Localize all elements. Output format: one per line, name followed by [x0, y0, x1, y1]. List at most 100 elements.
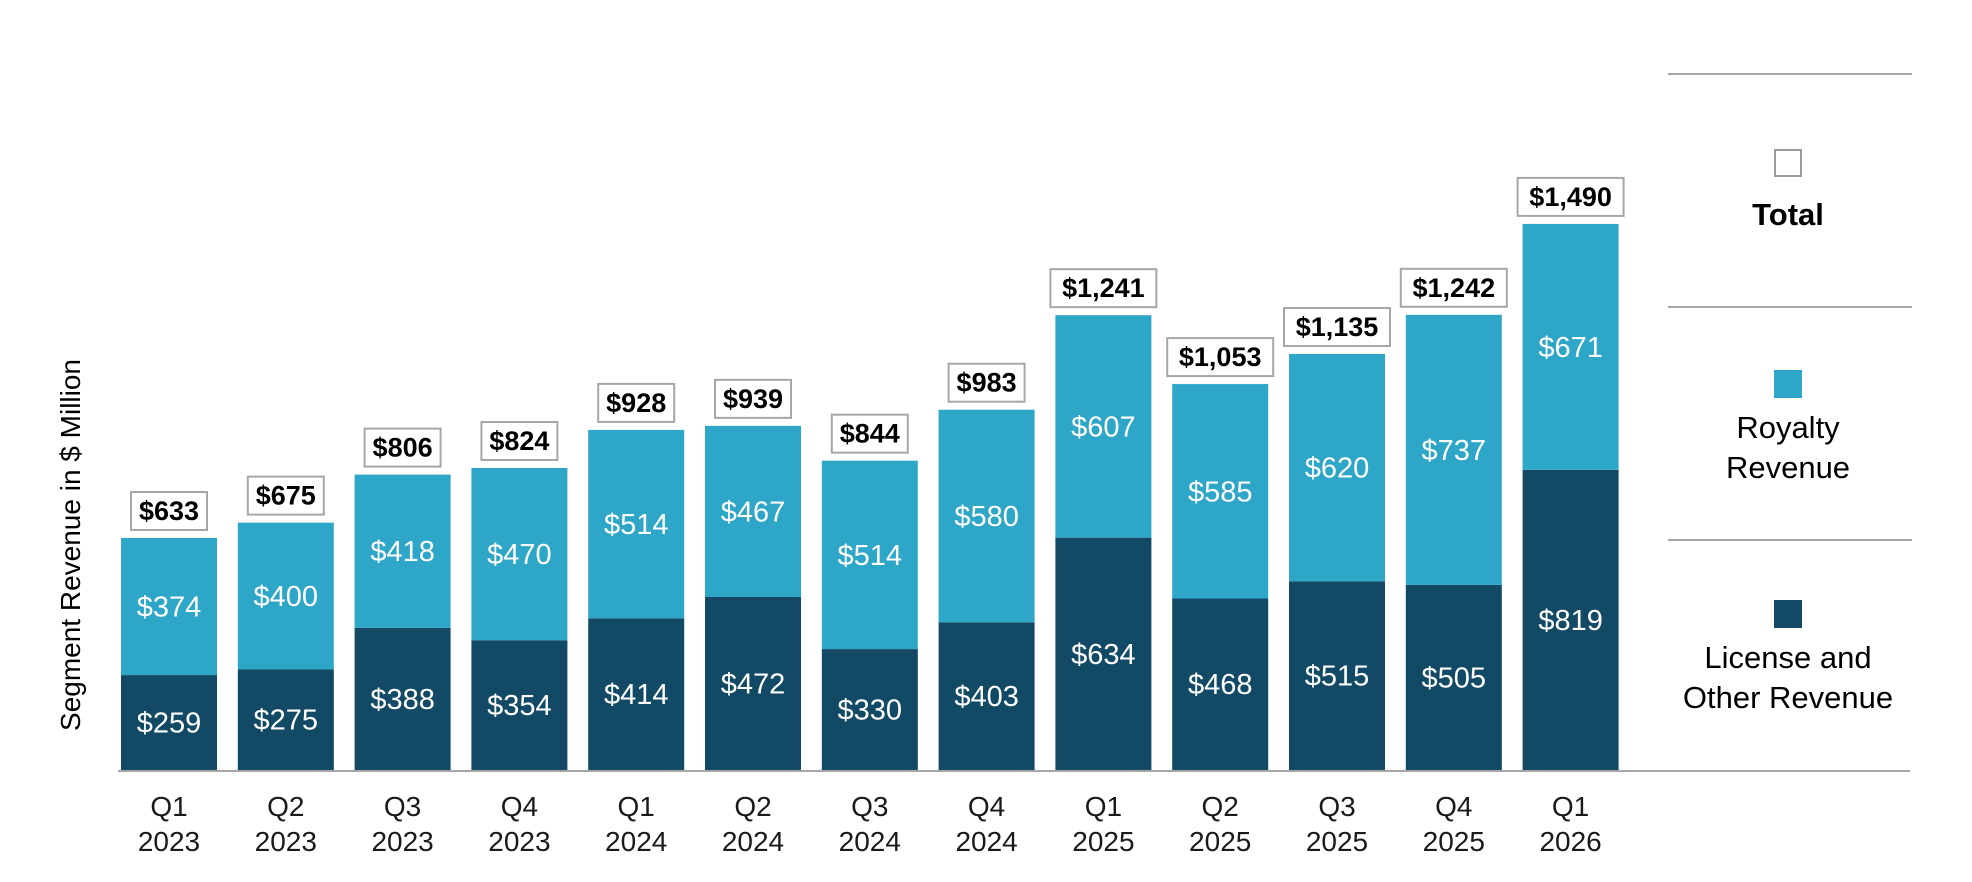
legend-label: License and — [1704, 640, 1871, 675]
total-label-box — [480, 421, 559, 462]
segment-value-label: $580 — [954, 501, 1019, 533]
segment-value-label: $259 — [137, 708, 202, 740]
x-tick-quarter: Q4 — [968, 791, 1005, 822]
x-tick-year: 2024 — [839, 826, 901, 857]
bar-royalty-segment — [588, 429, 685, 619]
x-tick-quarter: Q1 — [150, 791, 187, 822]
x-tick-year: 2026 — [1539, 826, 1601, 857]
x-tick-year: 2024 — [605, 826, 667, 857]
segment-value-label: $472 — [721, 669, 786, 701]
bar-license-segment — [1055, 537, 1152, 770]
total-value-label: $806 — [373, 433, 433, 463]
segment-value-label: $418 — [370, 536, 435, 568]
total-label-box — [1516, 176, 1625, 217]
total-value-label: $824 — [489, 426, 549, 456]
total-value-label: $983 — [957, 368, 1017, 398]
total-value-label: $928 — [606, 388, 666, 418]
legend-label: Revenue — [1726, 450, 1850, 485]
segment-value-label: $737 — [1422, 435, 1487, 467]
legend: Total Royalty Revenue License and Other Reve… — [1668, 73, 1912, 715]
legend-swatch-license — [1774, 600, 1802, 628]
x-tick-quarter: Q1 — [618, 791, 655, 822]
segment-value-label: $607 — [1071, 411, 1136, 443]
x-tick-quarter: Q4 — [501, 791, 538, 822]
total-value-label: $675 — [256, 481, 316, 511]
total-label-box — [1399, 267, 1508, 308]
x-tick-quarter: Q4 — [1435, 791, 1472, 822]
bar-royalty-segment — [1055, 315, 1152, 538]
segment-value-label: $514 — [604, 509, 669, 541]
total-label-box — [1166, 337, 1275, 378]
x-tick-quarter: Q3 — [851, 791, 888, 822]
y-axis-title: Segment Revenue in $ Million — [55, 359, 86, 731]
legend-swatch-royalty — [1774, 370, 1802, 398]
total-value-label: $844 — [840, 419, 900, 449]
x-tick-year: 2023 — [255, 826, 317, 857]
x-tick-quarter: Q1 — [1552, 791, 1589, 822]
total-value-label: $633 — [139, 496, 199, 526]
bar-license-segment — [1289, 581, 1385, 770]
x-tick-year: 2024 — [955, 826, 1017, 857]
segment-value-label: $671 — [1538, 332, 1603, 364]
x-tick-year: 2023 — [371, 826, 433, 857]
segment-value-label: $634 — [1071, 639, 1136, 671]
x-tick-quarter: Q2 — [734, 791, 771, 822]
x-axis-ticks: Q1 2023 Q2 2023 Q3 2023 Q4 2023 Q1 2024 Q2 2024 Q3 20… — [138, 791, 1602, 857]
total-value-label: $939 — [723, 384, 783, 414]
segment-value-label: $585 — [1188, 476, 1253, 508]
total-label-box — [947, 362, 1026, 403]
segment-value-label: $374 — [137, 592, 202, 624]
bar-license-segment — [121, 675, 217, 770]
total-label-box — [1049, 268, 1158, 309]
x-tick-year: 2025 — [1423, 826, 1485, 857]
bar-royalty-segment — [471, 468, 568, 641]
bar-license-segment — [237, 669, 334, 770]
segment-value-label: $467 — [721, 496, 786, 528]
x-tick-quarter: Q2 — [1202, 791, 1239, 822]
bars-group: $259 $374 $633 $275 $400 $675 $388 $418 $806 $354… — [121, 176, 1625, 770]
x-tick-year: 2023 — [488, 826, 550, 857]
total-value-label: $1,490 — [1529, 182, 1612, 212]
legend-swatch-total — [1774, 149, 1802, 177]
segment-value-label: $620 — [1305, 453, 1370, 485]
bar-license-segment — [354, 627, 451, 770]
x-tick-year: 2025 — [1306, 826, 1368, 857]
bar-license-segment — [705, 597, 801, 770]
bar-license-segment — [471, 640, 568, 770]
x-tick-quarter: Q2 — [267, 791, 304, 822]
x-tick-year: 2023 — [138, 826, 200, 857]
legend-label: Other Revenue — [1683, 680, 1893, 715]
x-tick-quarter: Q1 — [1085, 791, 1122, 822]
segment-value-label: $470 — [487, 539, 552, 571]
legend-label: Royalty — [1736, 410, 1840, 445]
segment-value-label: $515 — [1305, 661, 1370, 693]
total-label-box — [363, 427, 442, 468]
bar-royalty-segment — [705, 425, 801, 598]
bar-royalty-segment — [1522, 223, 1619, 470]
segment-value-label: $400 — [254, 581, 319, 613]
bar-license-segment — [1522, 469, 1619, 770]
segment-value-label: $330 — [838, 695, 903, 727]
total-label-box — [597, 382, 676, 423]
bar-license-segment — [588, 618, 685, 770]
segment-value-label: $403 — [954, 681, 1019, 713]
bar-royalty-segment — [121, 538, 217, 676]
segment-value-label: $414 — [604, 679, 669, 711]
segment-value-label: $354 — [487, 690, 552, 722]
total-label-box — [830, 413, 909, 454]
bar-royalty-segment — [938, 409, 1035, 623]
total-label-box — [130, 491, 208, 532]
total-value-label: $1,242 — [1413, 273, 1496, 303]
x-tick-year: 2025 — [1189, 826, 1251, 857]
bar-royalty-segment — [1172, 384, 1269, 599]
x-tick-quarter: Q3 — [384, 791, 421, 822]
segment-value-label: $275 — [254, 705, 319, 737]
x-tick-year: 2024 — [722, 826, 784, 857]
x-tick-year: 2025 — [1072, 826, 1134, 857]
total-value-label: $1,241 — [1062, 273, 1145, 303]
total-label-box — [246, 475, 325, 516]
segment-value-label: $468 — [1188, 669, 1253, 701]
bar-royalty-segment — [354, 474, 451, 628]
bar-license-segment — [1405, 584, 1502, 770]
